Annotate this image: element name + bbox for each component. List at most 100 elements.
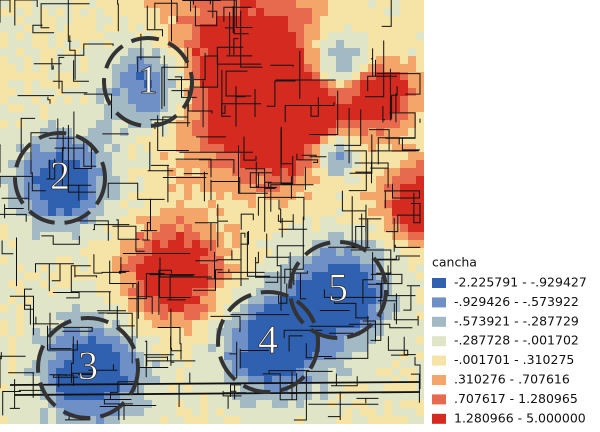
heat-cell [320,64,328,72]
heat-cell [120,24,128,32]
heat-cell [416,312,424,320]
heat-cell [168,104,176,112]
heat-cell [248,304,256,312]
heat-cell [152,392,160,400]
heat-cell [168,384,176,392]
heat-cell [416,160,424,168]
heat-cell [16,224,24,232]
heat-cell [360,40,368,48]
heat-cell [120,136,128,144]
heat-cell [80,384,88,392]
heat-cell [24,224,32,232]
heat-cell [0,344,8,352]
heat-cell [104,328,112,336]
heat-cell [272,128,280,136]
heat-cell [184,40,192,48]
heat-cell [32,344,40,352]
heat-cell [264,8,272,16]
heat-cell [360,48,368,56]
heat-cell [8,256,16,264]
heat-cell [248,0,256,8]
heat-cell [48,416,56,424]
heat-cell [360,200,368,208]
heat-cell [56,328,64,336]
heat-cell [328,304,336,312]
heat-cell [96,112,104,120]
heat-cell [240,264,248,272]
heat-cell [320,72,328,80]
heat-cell [88,312,96,320]
heat-cell [120,80,128,88]
heat-cell [392,192,400,200]
heat-cell [128,48,136,56]
heat-cell [384,368,392,376]
heat-cell [144,392,152,400]
heat-cell [112,152,120,160]
heat-cell [168,72,176,80]
heat-cell [400,392,408,400]
heat-cell [136,288,144,296]
heat-cell [112,184,120,192]
heat-cell [24,312,32,320]
heat-cell [352,48,360,56]
heat-cell [256,320,264,328]
heat-cell [248,312,256,320]
legend-swatch [432,278,446,288]
heat-cell [392,152,400,160]
heat-cell [120,40,128,48]
heat-cell [264,136,272,144]
heat-cell [160,232,168,240]
heat-cell [392,80,400,88]
heat-cell [320,176,328,184]
heat-cell [328,200,336,208]
legend-label: .707617 - 1.280965 [454,391,578,406]
heat-cell [280,288,288,296]
heat-cell [152,264,160,272]
heat-cell [344,112,352,120]
heat-cell [24,72,32,80]
heat-cell [328,224,336,232]
heat-cell [248,8,256,16]
heat-cell [40,104,48,112]
heat-cell [144,104,152,112]
heat-cell [280,104,288,112]
heat-cell [208,112,216,120]
heat-cell [376,344,384,352]
legend-swatch [432,394,446,405]
heat-cell [328,296,336,304]
heat-cell [392,288,400,296]
heat-cell [304,104,312,112]
heat-cell [216,64,224,72]
heat-cell [328,56,336,64]
heat-cell [48,288,56,296]
heat-cell [120,120,128,128]
heat-cell [240,96,248,104]
heat-cell [64,112,72,120]
heat-cell [128,392,136,400]
heat-cell [256,160,264,168]
heat-cell [224,360,232,368]
heat-cell [32,240,40,248]
heat-cell [16,88,24,96]
heat-cell [32,72,40,80]
road-network [0,0,421,421]
heat-cell [216,200,224,208]
heat-cell [200,144,208,152]
heat-cell [272,176,280,184]
heat-cell [280,8,288,16]
heat-cell [256,80,264,88]
heat-cell [312,136,320,144]
heat-cell [256,208,264,216]
heat-cell [136,248,144,256]
heat-cell [168,400,176,408]
heat-cell [408,64,416,72]
heat-cell [264,280,272,288]
heat-cell [336,192,344,200]
heat-cell [152,400,160,408]
heat-cell [176,184,184,192]
heat-cell [312,128,320,136]
heat-cell [16,400,24,408]
heat-cell [296,384,304,392]
heat-cell [376,296,384,304]
